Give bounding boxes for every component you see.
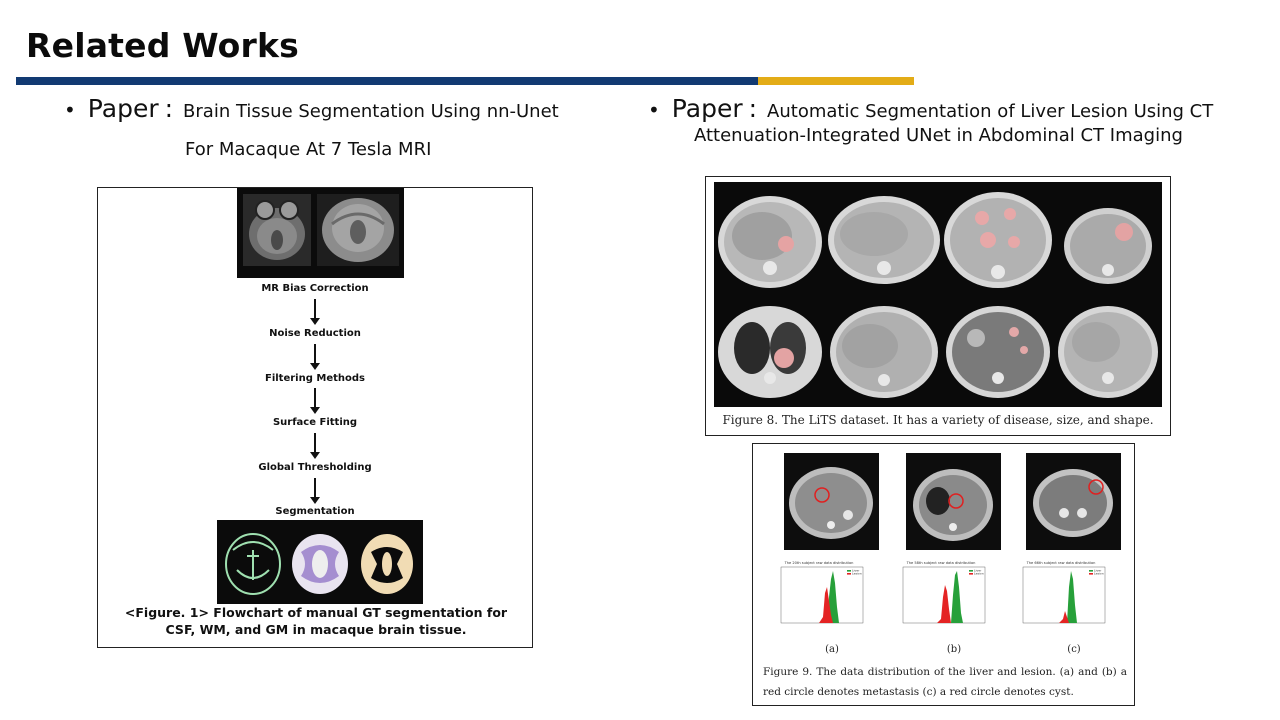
mri-axial-image <box>243 194 311 266</box>
mri-coronal-image <box>317 194 399 266</box>
panel-label-a: (a) <box>825 644 839 655</box>
legend-liver: Liver <box>1094 569 1102 573</box>
down-arrow-icon <box>310 478 320 504</box>
figure-9-caption: Figure 9. The data distribution of the l… <box>763 666 1127 698</box>
ct-slice <box>718 196 822 288</box>
ct-scan-grid-image <box>714 182 1162 407</box>
panel-label-b: (b) <box>946 644 962 655</box>
right-paper-heading: • Paper : Automatic Segmentation of Live… <box>648 94 1213 123</box>
left-paper-heading: • Paper : Brain Tissue Segmentation Usin… <box>64 94 559 123</box>
ct-panel-c-image <box>1026 453 1121 550</box>
histogram-title: The 66th subject raw data distribution <box>1026 561 1096 565</box>
figure-1-flowchart: MR Bias Correction Noise Reduction Filte… <box>97 187 533 648</box>
histogram-panel-c: The 66th subject raw data distribution L… <box>1009 557 1109 635</box>
paper-title-line2: For Macaque At 7 Tesla MRI <box>185 139 432 160</box>
paper-title-line2: Attenuation-Integrated UNet in Abdominal… <box>694 125 1183 146</box>
histogram-panel-a: The 20th subject raw data distribution L… <box>767 557 867 635</box>
flow-step: MR Bias Correction <box>261 283 369 294</box>
paper-separator: : <box>748 94 758 123</box>
bullet-dot-icon: • <box>648 98 660 122</box>
ct-panel-b-image <box>906 453 1001 550</box>
legend-liver: Liver <box>974 569 982 573</box>
legend-liver: Liver <box>852 569 860 573</box>
ct-panel-a-image <box>784 453 879 550</box>
mri-images <box>237 188 404 278</box>
paper-label: Paper <box>87 94 159 123</box>
down-arrow-icon <box>310 344 320 370</box>
figure-1-caption: <Figure. 1> Flowchart of manual GT segme… <box>124 605 508 637</box>
flow-step: Filtering Methods <box>265 373 365 384</box>
down-arrow-icon <box>310 433 320 459</box>
paper-title-line1: Automatic Segmentation of Liver Lesion U… <box>767 101 1214 122</box>
legend-lesion: Lesion <box>852 572 862 576</box>
flow-step: Segmentation <box>275 506 355 517</box>
flow-step: Surface Fitting <box>272 417 358 428</box>
figure-9-data-distribution: The 20th subject raw data distribution L… <box>752 443 1135 706</box>
legend-lesion: Lesion <box>1094 572 1104 576</box>
flow-step: Global Thresholding <box>258 462 372 473</box>
bullet-dot-icon: • <box>64 98 76 122</box>
segmentation-masks-image <box>217 520 423 604</box>
slide-title: Related Works <box>26 26 299 65</box>
histogram-title: The 58th subject raw data distribution <box>906 561 976 565</box>
paper-separator: : <box>164 94 174 123</box>
title-rule-primary <box>16 77 758 85</box>
figure-8-caption: Figure 8. The LiTS dataset. It has a var… <box>722 413 1154 427</box>
down-arrow-icon <box>310 299 320 325</box>
panel-label-c: (c) <box>1067 644 1081 655</box>
down-arrow-icon <box>310 388 320 414</box>
histogram-panel-b: The 58th subject raw data distribution L… <box>889 557 989 635</box>
figure-8-lits-dataset: Figure 8. The LiTS dataset. It has a var… <box>705 176 1171 436</box>
flow-step: Noise Reduction <box>269 328 361 339</box>
histogram-title: The 20th subject raw data distribution <box>784 561 854 565</box>
title-rule-accent <box>758 77 914 85</box>
legend-lesion: Lesion <box>974 572 984 576</box>
paper-label: Paper <box>671 94 743 123</box>
paper-title-line1: Brain Tissue Segmentation Using nn-Unet <box>183 101 559 122</box>
